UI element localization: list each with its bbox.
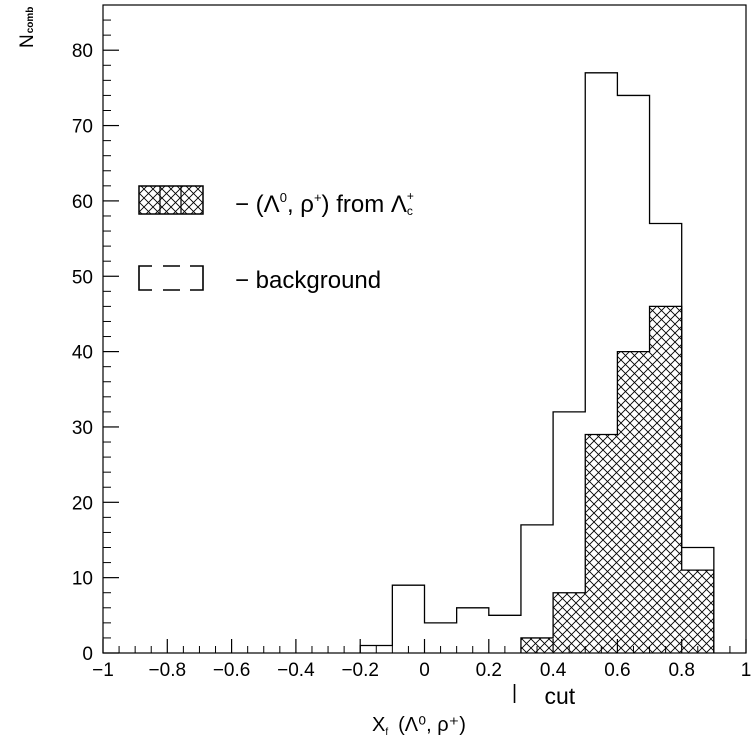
x-tick-label: −0.8 xyxy=(149,660,187,681)
y-tick-label: 20 xyxy=(72,493,93,514)
y-axis-label: Ncomb xyxy=(17,7,38,48)
y-tick-label: 80 xyxy=(72,41,93,62)
signal-bin xyxy=(520,637,554,653)
x-tick-label: −0.6 xyxy=(213,660,251,681)
y-tick-label: 50 xyxy=(72,267,93,288)
x-axis-label: Xf (Λ⁰, ρ⁺) xyxy=(372,714,466,738)
y-tick-label: 0 xyxy=(82,644,93,665)
signal-bin xyxy=(649,306,682,653)
legend: − (Λ0, ρ+) from Λ+ c − background xyxy=(138,185,414,294)
signal-bin xyxy=(617,351,650,653)
background-bin xyxy=(521,525,553,653)
x-tick-label: −0.4 xyxy=(277,660,315,681)
x-tick-label: 0.2 xyxy=(476,660,502,681)
legend-background-label: − background xyxy=(235,267,381,294)
y-tick-label: 40 xyxy=(72,343,93,364)
x-tick-label: −0.2 xyxy=(341,660,379,681)
signal-bin xyxy=(681,570,714,653)
signal-bin xyxy=(553,592,586,653)
x-tick-label: −1 xyxy=(92,660,114,681)
cut-annotation: cut xyxy=(513,683,576,709)
legend-signal-swatch xyxy=(138,185,204,215)
cut-label: cut xyxy=(545,683,576,709)
background-bin xyxy=(392,585,424,653)
y-tick-label: 30 xyxy=(72,418,93,439)
legend-background-swatch xyxy=(138,265,204,291)
x-tick-label: 0.8 xyxy=(668,660,694,681)
x-tick-label: 1 xyxy=(741,660,752,681)
x-tick-label: 0.4 xyxy=(540,660,567,681)
signal-bin xyxy=(585,434,618,653)
y-tick-label: 60 xyxy=(72,192,93,213)
y-tick-label: 70 xyxy=(72,117,93,138)
legend-signal-label: − (Λ0, ρ+) from Λ+ c xyxy=(235,189,414,218)
x-tick-label: 0 xyxy=(419,660,430,681)
background-outline xyxy=(359,72,715,653)
x-tick-label: 0.6 xyxy=(604,660,630,681)
y-tick-label: 10 xyxy=(72,569,93,590)
